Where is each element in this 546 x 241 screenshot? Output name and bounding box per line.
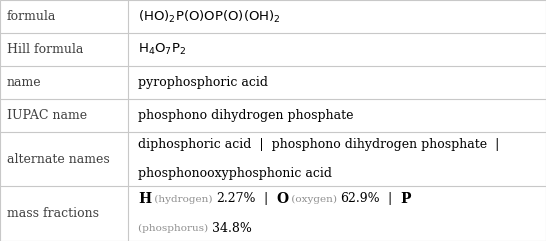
Text: diphosphoric acid  |  phosphono dihydrogen phosphate  |: diphosphoric acid | phosphono dihydrogen… [138, 138, 500, 151]
Text: $\mathregular{H_4O_7P_2}$: $\mathregular{H_4O_7P_2}$ [138, 42, 187, 57]
Text: name: name [7, 76, 41, 89]
Text: O: O [276, 192, 288, 206]
Text: 34.8%: 34.8% [212, 222, 252, 235]
Text: IUPAC name: IUPAC name [7, 109, 87, 122]
Text: phosphonooxyphosphonic acid: phosphonooxyphosphonic acid [138, 167, 333, 180]
Text: |: | [256, 193, 276, 206]
Text: $\mathregular{(HO)_2P(O)OP(O)(OH)_2}$: $\mathregular{(HO)_2P(O)OP(O)(OH)_2}$ [138, 8, 281, 25]
Text: 2.27%: 2.27% [216, 193, 256, 206]
Text: |: | [380, 193, 400, 206]
Text: (hydrogen): (hydrogen) [151, 194, 216, 203]
Text: (oxygen): (oxygen) [288, 194, 340, 203]
Text: Hill formula: Hill formula [7, 43, 84, 56]
Text: formula: formula [7, 10, 56, 23]
Text: phosphono dihydrogen phosphate: phosphono dihydrogen phosphate [138, 109, 354, 122]
Text: alternate names: alternate names [7, 153, 110, 166]
Text: (phosphorus): (phosphorus) [138, 224, 212, 233]
Text: P: P [400, 192, 411, 206]
Text: mass fractions: mass fractions [7, 207, 99, 220]
Text: 62.9%: 62.9% [340, 193, 380, 206]
Text: pyrophosphoric acid: pyrophosphoric acid [138, 76, 268, 89]
Text: H: H [138, 192, 151, 206]
